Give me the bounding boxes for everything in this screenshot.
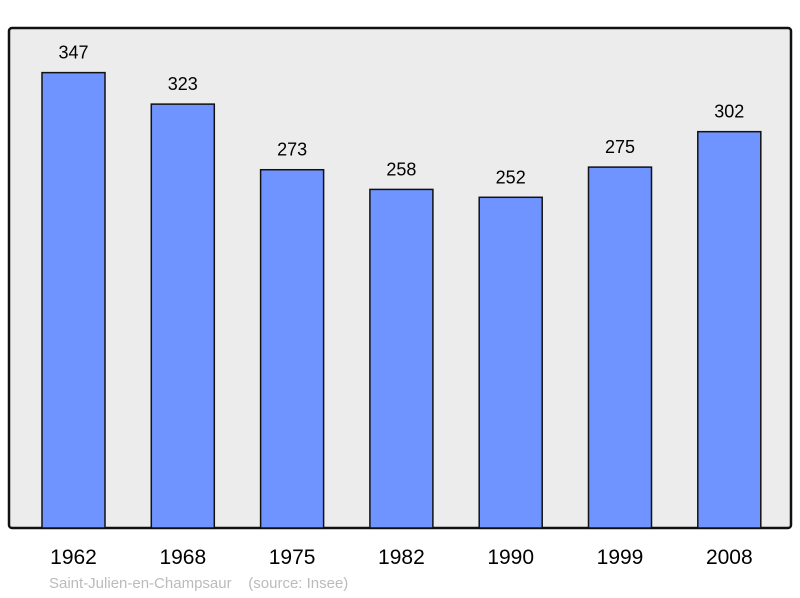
bar-2008 [697, 130, 762, 529]
x-tick-label-1990: 1990 [487, 546, 534, 569]
x-tick-label-1962: 1962 [50, 546, 97, 569]
data-label-1999: 275 [605, 137, 635, 157]
data-label-1982: 258 [386, 159, 416, 179]
bar-1962 [41, 71, 106, 529]
x-tick-label-1968: 1968 [159, 546, 206, 569]
data-label-1962: 347 [58, 43, 88, 63]
data-label-1990: 252 [496, 167, 526, 187]
footer-source: (source: Insee) [248, 575, 349, 592]
x-tick-label-1999: 1999 [597, 546, 644, 569]
data-label-2008: 302 [714, 102, 744, 122]
x-tick-label-1982: 1982 [378, 546, 425, 569]
bar-1975 [259, 168, 325, 529]
data-label-1968: 323 [168, 74, 198, 94]
bar-1982 [369, 188, 434, 529]
footer-place: Saint-Julien-en-Champsaur [49, 575, 232, 592]
footer: Saint-Julien-en-Champsaur (source: Insee… [49, 575, 348, 592]
bar-1968 [150, 103, 216, 529]
data-label-1975: 273 [277, 140, 307, 160]
bar-1990 [478, 196, 543, 529]
x-tick-label-2008: 2008 [706, 546, 753, 569]
x-tick-label-1975: 1975 [269, 546, 316, 569]
bar-1999 [587, 166, 653, 529]
